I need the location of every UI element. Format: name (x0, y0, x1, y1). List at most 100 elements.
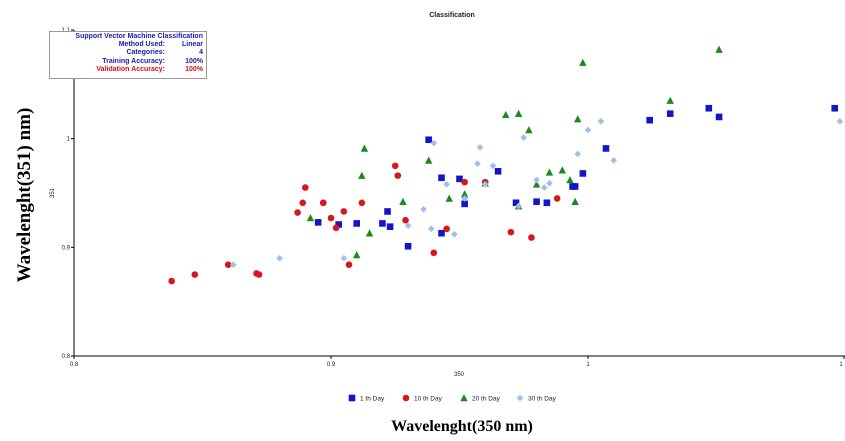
data-point-triangle (574, 115, 582, 123)
data-point-triangle (579, 58, 587, 66)
data-point-diamond (574, 150, 582, 158)
data-point-circle (345, 261, 353, 269)
inner-y-label: 351 (50, 187, 56, 198)
data-point-diamond (461, 195, 468, 202)
data-point-square (335, 221, 343, 228)
data-point-circle (255, 271, 263, 278)
data-point-diamond (481, 181, 489, 188)
y-tick-label: 0.8 (62, 354, 71, 360)
legend-label: 10 th Day (414, 396, 443, 403)
data-point-circle (327, 214, 335, 222)
info-value: 100% (185, 65, 203, 73)
data-point-diamond (476, 144, 484, 151)
data-point-circle (332, 224, 340, 232)
data-point-diamond (420, 206, 427, 213)
x-tick-label: 1 (586, 362, 590, 368)
data-point-circle (528, 234, 535, 241)
x-tick-label: 0.9 (327, 362, 336, 368)
data-point-triangle (445, 194, 453, 202)
data-point-triangle (666, 96, 674, 104)
data-point-triangle (715, 45, 723, 53)
data-point-triangle (571, 197, 579, 205)
legend-label: 30 th Day (528, 396, 557, 403)
data-point-diamond (489, 162, 497, 170)
data-point-diamond (427, 225, 435, 233)
x-tick-label: 0.8 (70, 362, 79, 368)
legend-marker-diamond (516, 394, 524, 402)
data-point-triangle (566, 176, 574, 184)
data-point-square (579, 170, 587, 177)
x-ticks: 0.8 0.9 1 1 (70, 356, 845, 368)
data-point-square (461, 200, 468, 208)
data-point-circle (168, 277, 175, 285)
data-point-diamond (451, 230, 458, 238)
legend-marker-triangle (460, 394, 468, 402)
data-point-diamond (474, 160, 481, 167)
data-point-triangle (358, 171, 366, 179)
info-row-validation-accuracy: Validation Accuracy: 100% (53, 66, 203, 74)
data-point-triangle (360, 144, 369, 152)
data-point-circle (402, 216, 409, 224)
chart-title: Classification (429, 12, 475, 19)
data-point-diamond (597, 117, 605, 125)
data-point-diamond (404, 222, 412, 229)
data-point-circle (191, 271, 199, 278)
data-point-square (831, 104, 839, 112)
data-point-diamond (276, 254, 283, 262)
data-point-diamond (836, 117, 844, 125)
data-point-triangle (399, 197, 407, 205)
plot-area (73, 30, 845, 357)
info-row-categories: Categories: 4 (53, 49, 203, 57)
data-point-diamond (340, 254, 348, 262)
legend: 1 th Day 10 th Day 20 th Day 30 th Day (348, 394, 557, 403)
data-point-circle (430, 249, 438, 257)
data-point-triangle (353, 251, 361, 259)
data-point-triangle (514, 109, 523, 117)
y-axis-title: Wavelenght(351) nm) (14, 108, 35, 283)
x-axis-title: Wavelenght(350 nm) (391, 418, 533, 435)
inner-x-label: 350 (454, 372, 465, 378)
data-point-square (404, 242, 412, 250)
data-point-square (533, 198, 540, 205)
data-point-triangle (545, 168, 554, 176)
legend-marker-circle (402, 394, 410, 402)
data-point-square (512, 199, 520, 207)
info-label: Categories: (126, 49, 165, 57)
data-point-square (386, 223, 394, 230)
data-point-triangle (365, 229, 374, 237)
data-point-triangle (502, 110, 510, 119)
data-point-square (602, 145, 610, 152)
data-point-square (571, 183, 579, 190)
y-tick-label: 1 (67, 137, 71, 143)
data-point-circle (302, 184, 309, 191)
info-row-training-accuracy: Training Accuracy: 100% (53, 58, 203, 66)
data-point-diamond (541, 184, 548, 191)
legend-marker-square (348, 394, 356, 402)
data-point-square (353, 220, 360, 227)
data-point-triangle (306, 214, 315, 222)
data-point-square (425, 136, 432, 144)
info-box-title: Support Vector Machine Classification (75, 33, 203, 40)
info-label: Method Used: (118, 41, 165, 49)
data-point-square (438, 229, 445, 237)
info-value: 4 (199, 49, 203, 57)
data-point-diamond (230, 261, 237, 269)
data-point-triangle (460, 190, 469, 198)
info-value: 100% (185, 57, 203, 65)
data-point-circle (294, 209, 301, 216)
data-point-circle (461, 178, 468, 186)
data-point-square (379, 220, 386, 227)
data-point-diamond (430, 139, 438, 147)
data-point-square (494, 167, 502, 175)
data-point-circle (394, 172, 402, 179)
data-point-circle (553, 195, 561, 202)
data-point-circle (443, 225, 450, 233)
data-point-square (456, 175, 463, 183)
data-point-square (715, 113, 723, 121)
data-point-square (646, 116, 653, 124)
legend-label: 20 th Day (472, 396, 501, 403)
data-point-square (543, 199, 551, 207)
data-point-triangle (558, 166, 566, 174)
legend-label: 1 th Day (360, 396, 385, 403)
